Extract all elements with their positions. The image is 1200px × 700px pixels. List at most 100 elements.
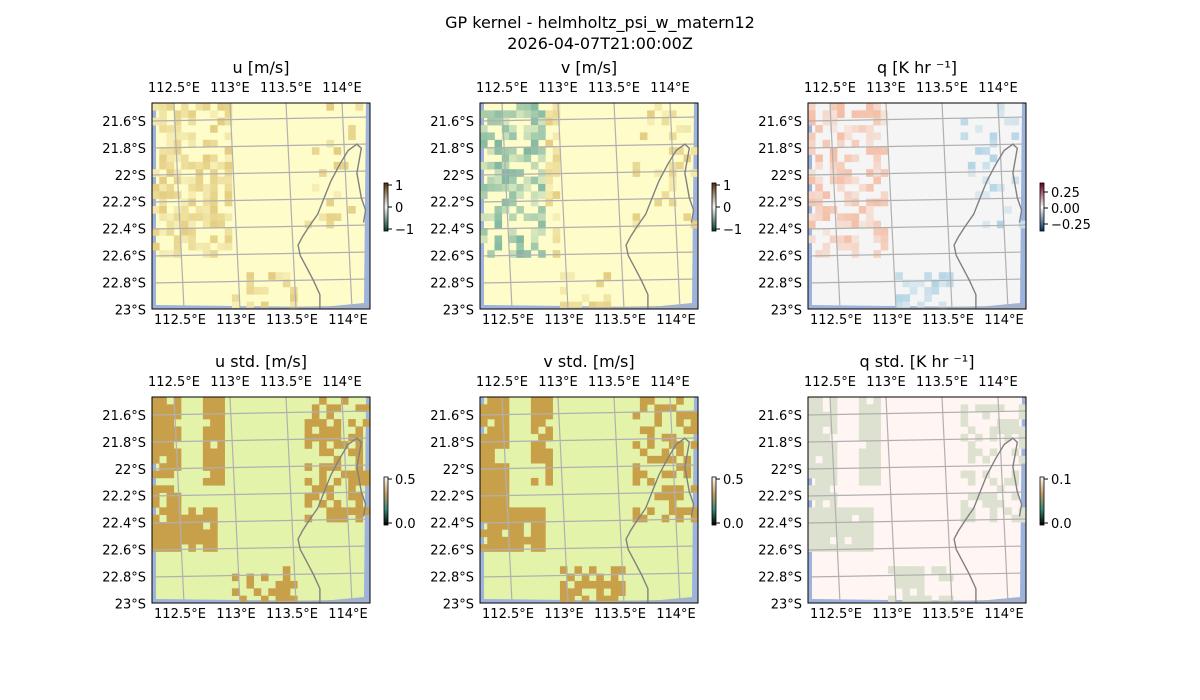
heatmap-cell: [552, 250, 561, 258]
heatmap-cell: [603, 595, 612, 603]
heatmap-cell: [676, 507, 684, 516]
heatmap-cell: [829, 235, 838, 244]
heatmap-cell: [815, 191, 823, 199]
heatmap-cell: [917, 566, 925, 574]
heatmap-cell: [996, 220, 1005, 229]
heatmap-cell: [494, 463, 503, 471]
heatmap-cell: [217, 103, 225, 111]
heatmap-cell: [880, 198, 889, 207]
heatmap-cell: [589, 566, 597, 574]
heatmap-cell: [159, 522, 167, 530]
lon-tick-bottom: 113.5°E: [266, 607, 318, 622]
heatmap-cell: [815, 441, 823, 449]
heatmap-cell: [181, 110, 189, 119]
heatmap-cell: [195, 169, 204, 177]
heatmap-cell: [967, 169, 976, 177]
lon-tick-top: 114°E: [978, 81, 1018, 96]
heatmap-cell: [808, 404, 816, 413]
heatmap-cell: [181, 536, 189, 545]
heatmap-cell: [960, 514, 969, 523]
colorbar-tick-label: −1: [395, 223, 414, 238]
heatmap-cell: [822, 455, 831, 464]
heatmap-cell: [152, 529, 160, 538]
heatmap-cell: [152, 191, 160, 199]
heatmap-cell: [188, 242, 196, 251]
heatmap-cell: [837, 169, 845, 177]
heatmap-cell: [844, 154, 852, 163]
heatmap-cell: [217, 441, 225, 449]
heatmap-cell: [494, 529, 503, 538]
heatmap-cell: [822, 448, 831, 457]
heatmap-cell: [1004, 117, 1012, 126]
heatmap-cell: [545, 110, 553, 119]
heatmap-cell: [866, 419, 874, 427]
heatmap-cell: [815, 477, 823, 486]
heatmap-cell: [304, 477, 313, 486]
heatmap-cell: [159, 463, 167, 471]
heatmap-cell: [333, 426, 342, 435]
heatmap-cell: [202, 250, 211, 258]
heatmap-cell: [837, 183, 845, 192]
heatmap-cell: [866, 536, 874, 545]
parallel-line: [501, 305, 698, 309]
heatmap-cell: [975, 404, 983, 413]
heatmap-cell: [188, 161, 196, 170]
heatmap-cell: [333, 147, 342, 155]
heatmap-cell: [815, 198, 823, 207]
heatmap-cell: [188, 213, 196, 222]
heatmap-cell: [173, 522, 182, 530]
heatmap-cell: [487, 441, 495, 449]
heatmap-cell: [166, 544, 175, 552]
heatmap-cell: [829, 404, 838, 413]
heatmap-cell: [960, 433, 969, 442]
heatmap-cell: [829, 448, 838, 457]
heatmap-cell: [851, 522, 860, 530]
parallel-line: [480, 491, 698, 497]
parallel-line: [808, 545, 1026, 551]
heatmap-cell: [639, 514, 648, 523]
heatmap-cell: [304, 433, 313, 442]
heatmap-cell: [319, 213, 327, 222]
heatmap-cell: [188, 191, 196, 199]
heatmap-cell: [895, 573, 903, 582]
heatmap-cell: [333, 441, 342, 449]
heatmap-cell: [1018, 411, 1026, 420]
heatmap-cell: [574, 301, 583, 309]
heatmap-cell: [152, 103, 160, 111]
heatmap-cell: [822, 191, 831, 199]
heatmap-cell: [866, 477, 874, 486]
heatmap-cell: [967, 426, 976, 435]
heatmap-cell: [873, 198, 881, 207]
heatmap-cell: [210, 455, 218, 464]
heatmap-cell: [348, 419, 356, 427]
heatmap-cell: [494, 110, 503, 119]
heatmap-cell: [996, 183, 1005, 192]
heatmap-cell: [668, 198, 677, 207]
map-panel-2: q [K hr ⁻¹] 112.5°E 112.5°E 113°E 113°E 113.5…: [758, 58, 1091, 328]
heatmap-cell: [326, 485, 334, 493]
heatmap-cell: [202, 161, 211, 170]
heatmap-cell: [480, 191, 488, 199]
heatmap-cell: [224, 242, 233, 251]
heatmap-cell: [1018, 426, 1026, 435]
heatmap-cell: [545, 191, 553, 199]
heatmap-cell: [866, 411, 874, 420]
heatmap-cell: [530, 536, 539, 545]
heatmap-cell: [858, 455, 867, 464]
lat-tick: 22.4°S: [430, 517, 474, 532]
heatmap-cell: [690, 411, 698, 420]
heatmap-cell: [355, 426, 364, 435]
heatmap-cell: [530, 228, 539, 236]
heatmap-cell: [603, 301, 612, 309]
heatmap-cell: [268, 588, 276, 596]
heatmap-cell: [159, 448, 167, 457]
lon-tick-top: 112.5°E: [804, 375, 856, 390]
heatmap-cell: [181, 103, 189, 111]
heatmap-cell: [494, 522, 503, 530]
heatmap-cell: [946, 279, 954, 288]
heatmap-cell: [668, 500, 677, 508]
heatmap-cell: [217, 220, 225, 229]
lon-tick-bottom: 113°E: [544, 607, 584, 622]
heatmap-cell: [822, 463, 831, 471]
parallel-line: [808, 170, 1026, 176]
